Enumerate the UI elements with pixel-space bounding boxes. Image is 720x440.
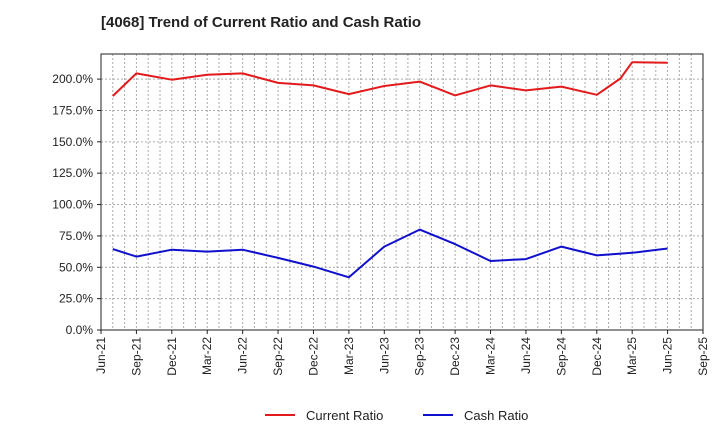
y-tick-label: 125.0% [52, 166, 93, 180]
x-tick-label: Mar-25 [625, 337, 639, 375]
x-tick-label: Sep-21 [129, 337, 143, 376]
y-tick-label: 175.0% [52, 103, 93, 117]
x-tick-label: Jun-25 [661, 337, 675, 374]
y-tick-label: 100.0% [52, 198, 93, 212]
y-tick-label: 150.0% [52, 135, 93, 149]
legend-label-current-ratio: Current Ratio [306, 408, 383, 423]
x-tick-label: Jun-22 [236, 337, 250, 374]
series-layer [112, 61, 668, 279]
y-tick-label: 0.0% [66, 323, 94, 337]
x-tick-label: Dec-23 [448, 337, 462, 376]
x-tick-label: Sep-25 [696, 337, 710, 376]
x-tick-label: Jun-21 [94, 337, 108, 374]
y-tick-label: 200.0% [52, 72, 93, 86]
plot-frame [100, 53, 704, 331]
x-tick-label: Dec-22 [306, 337, 320, 376]
legend-label-cash-ratio: Cash Ratio [464, 408, 528, 423]
x-tick-label: Dec-24 [590, 337, 604, 376]
grid-layer [101, 54, 703, 331]
x-tick-label: Mar-24 [484, 337, 498, 375]
x-tick-label: Sep-22 [271, 337, 285, 376]
y-axis: 0.0% 25.0% 50.0% 75.0% 100.0% 125.0% 150.0% 175… [52, 72, 101, 337]
x-tick-label: Jun-24 [519, 337, 533, 374]
y-tick-label: 75.0% [59, 229, 93, 243]
x-tick-label: Jun-23 [377, 337, 391, 374]
y-tick-label: 25.0% [59, 292, 93, 306]
x-tick-label: Sep-24 [554, 337, 568, 376]
x-axis: Jun-21 Sep-21 Dec-21 Mar-22 Jun-22 Sep-22 Dec-… [94, 330, 710, 376]
series-line-current-ratio [112, 61, 668, 97]
x-tick-label: Dec-21 [165, 337, 179, 376]
chart-title: [4068] Trend of Current Ratio and Cash R… [101, 14, 422, 31]
x-tick-label: Sep-23 [413, 337, 427, 376]
legend: Current Ratio Cash Ratio [265, 408, 528, 423]
x-tick-label: Mar-22 [200, 337, 214, 375]
y-tick-label: 50.0% [59, 260, 93, 274]
series-line-cash-ratio [112, 228, 668, 279]
x-tick-label: Mar-23 [342, 337, 356, 375]
